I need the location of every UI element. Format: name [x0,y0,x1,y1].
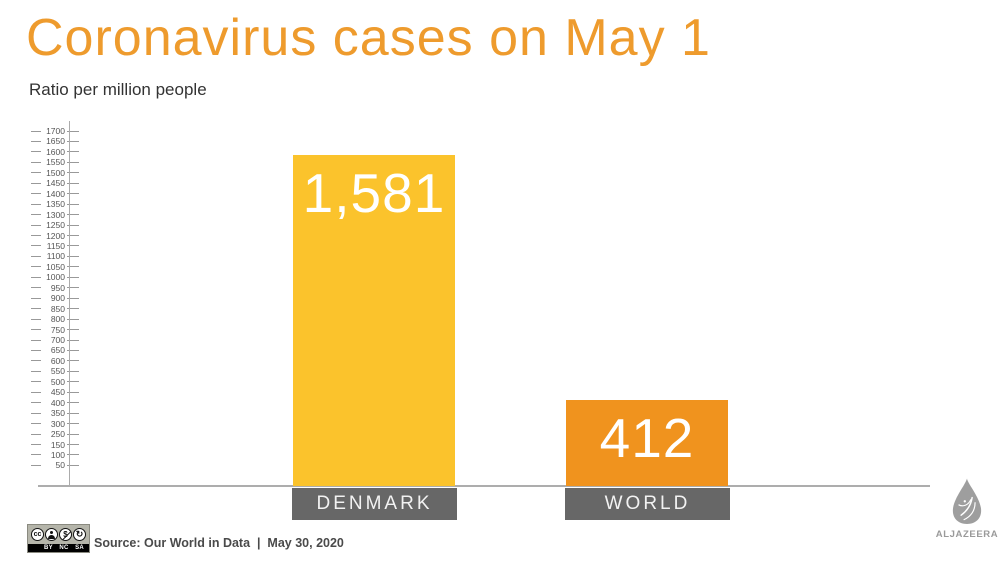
y-axis-tick: 950 [31,283,79,293]
y-tick-label: 450 [50,387,65,398]
cc-sa-icon: ↻ [73,528,86,541]
y-tick-label: 950 [50,282,65,293]
y-tick-label: 700 [50,335,65,345]
y-tick-label: 1150 [46,240,65,251]
y-tick-label: 900 [50,293,65,304]
y-tick-label: 650 [50,345,65,356]
y-axis-tick: 800 [31,314,79,324]
x-axis-line [38,485,930,487]
cc-icons-row: cc $ ↻ [28,525,89,544]
y-axis-tick: 1100 [31,251,79,261]
y-tick-label: 250 [50,429,65,440]
y-tick-label: 600 [50,355,65,366]
category-label-denmark: DENMARK [292,488,457,520]
y-tick-label: 1500 [46,167,65,178]
bar-value-denmark: 1,581 [302,161,446,224]
y-tick-label: 1100 [46,251,65,262]
y-axis-tick: 1050 [31,262,79,272]
y-axis-tick: 1450 [31,178,79,188]
y-tick-label: 850 [50,303,65,314]
y-axis-tick: 50 [31,460,79,470]
y-axis-tick: 450 [31,387,79,397]
y-axis-tick: 1600 [31,147,79,157]
y-axis-tick: 750 [31,325,79,335]
cc-nc-label: NC [59,545,69,551]
y-tick-label: 1050 [46,261,65,272]
y-axis-tick: 1250 [31,220,79,230]
y-axis-tick: 1300 [31,210,79,220]
y-tick-label: 1350 [46,199,65,210]
cc-by-person-icon [45,528,58,541]
y-tick-label: 50 [55,460,65,471]
cc-sa-label: SA [75,545,84,551]
y-tick-label: 500 [50,376,65,387]
y-tick-label: 150 [50,439,65,450]
y-axis-tick: 700 [31,335,79,345]
y-axis-tick: 1350 [31,199,79,209]
y-tick-label: 400 [50,397,65,408]
cc-license-badge: cc $ ↻ BY NC SA [27,524,90,553]
y-axis-tick: 1200 [31,231,79,241]
y-tick-label: 300 [50,418,65,429]
y-axis-tick: 250 [31,429,79,439]
y-axis-tick: 150 [31,440,79,450]
bar-denmark: 1,581 [293,154,455,486]
cc-labels-strip: BY NC SA [28,544,89,552]
y-tick-label: 1600 [46,146,65,157]
y-tick-label: 550 [50,366,65,377]
y-axis-tick: 1650 [31,136,79,146]
y-axis-tick: 300 [31,419,79,429]
y-axis-tick: 550 [31,366,79,376]
y-tick-label: 1700 [46,126,65,136]
y-axis-tick: 650 [31,345,79,355]
source-attribution: Source: Our World in Data | May 30, 2020 [94,536,344,550]
aljazeera-flame-icon [952,478,982,524]
y-axis-tick: 1150 [31,241,79,251]
y-tick-label: 100 [50,449,65,460]
cc-icon: cc [31,528,44,541]
y-tick-label: 350 [50,408,65,419]
aljazeera-wordmark: ALJAZEERA [935,529,999,540]
y-tick-label: 1200 [46,230,65,241]
y-tick-label: 1550 [46,157,65,168]
cc-nc-icon: $ [59,528,72,541]
bar-world: 412 [566,399,728,486]
y-tick-label: 800 [50,314,65,325]
chart-subtitle: Ratio per million people [29,80,207,99]
y-axis-tick: 100 [31,450,79,460]
y-tick-label: 1450 [46,178,65,189]
bar-value-world: 412 [599,406,695,469]
y-tick-label: 1300 [46,209,65,220]
y-axis-tick: 1700 [31,126,79,136]
y-axis-tick: 400 [31,398,79,408]
y-axis-tick: 1550 [31,157,79,167]
cc-by-label: BY [44,545,53,551]
y-axis-tick: 900 [31,293,79,303]
y-tick-label: 1000 [46,272,65,283]
aljazeera-logo: ALJAZEERA [936,477,998,540]
y-axis-tick: 1400 [31,189,79,199]
y-axis-line [69,121,70,486]
y-axis-tick: 500 [31,377,79,387]
y-tick-label: 1400 [46,188,65,199]
y-tick-label: 750 [50,324,65,335]
y-axis-tick: 350 [31,408,79,418]
y-tick-label: 1650 [46,136,65,147]
chart-title: Coronavirus cases on May 1 [26,9,711,67]
y-tick-label: 1250 [46,220,65,231]
y-axis-tick: 850 [31,304,79,314]
category-label-world: WORLD [565,488,730,520]
y-axis-tick: 600 [31,356,79,366]
y-axis-tick: 1500 [31,168,79,178]
y-axis-tick: 1000 [31,272,79,282]
